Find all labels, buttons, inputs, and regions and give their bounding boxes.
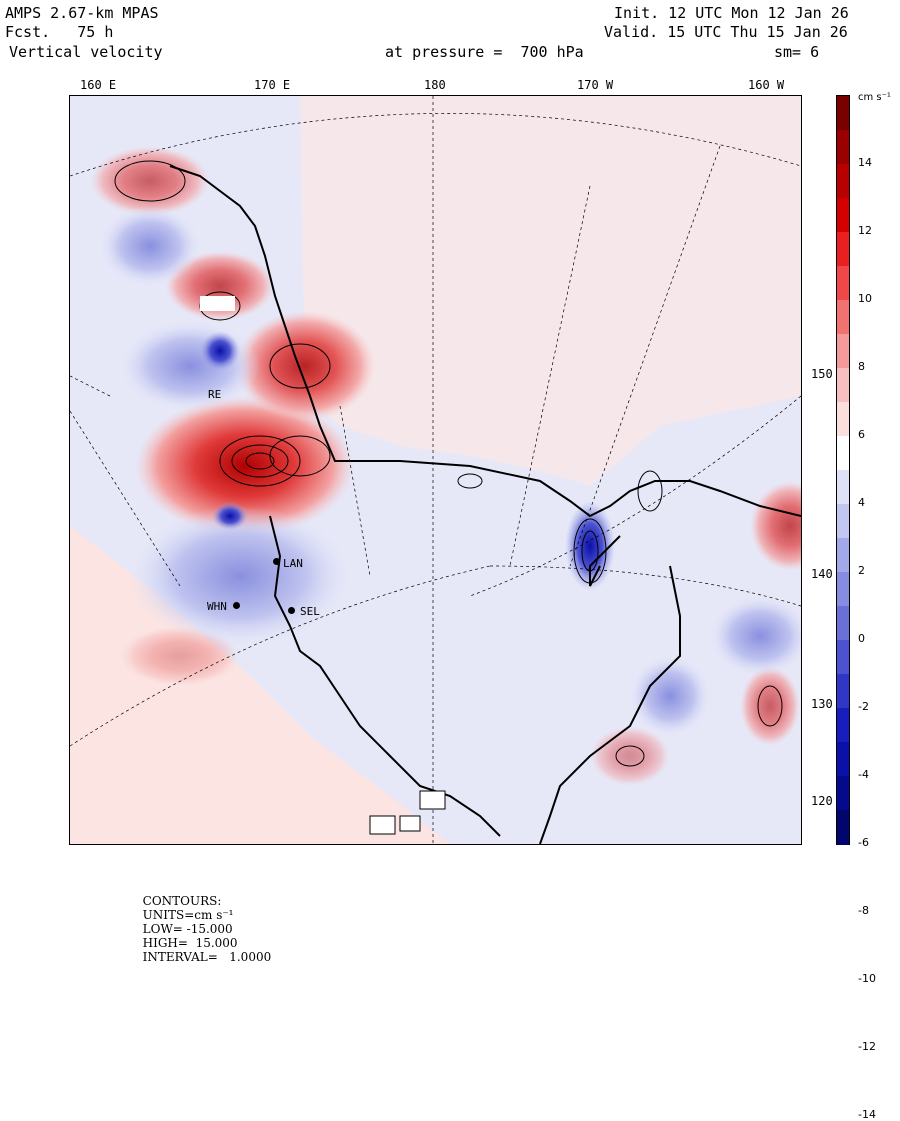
colorbar-tick-label: -4 [858,768,869,781]
colorbar-swatch [837,266,849,301]
updraft-core-7 [590,726,670,786]
ocean-field [300,96,801,486]
colorbar-swatch [837,402,849,437]
lon-label-160w: 160 W [748,78,785,92]
coastline [169,165,801,844]
downdraft-region-5 [630,656,710,736]
forecast-hour: Fcst. 75 h [5,23,114,41]
downdraft-core-1 [565,501,615,591]
colorbar-swatch [837,538,849,573]
updraft-core-6 [740,666,800,746]
downdraft-region-2 [120,321,260,411]
lon-label-160e: 160 E [80,78,117,92]
downdraft-region-3 [100,206,200,286]
field-name: Vertical velocity [9,43,163,61]
station-marker-sel[interactable] [288,607,295,614]
colorbar-swatch [837,436,849,471]
colorbar-swatch [837,606,849,641]
colorbar-tick-label: -6 [858,836,869,849]
colorbar-swatch [837,742,849,777]
contour-label: CONTOURS: [142,894,222,908]
colorbar-swatch [837,504,849,539]
colorbar-swatch [837,198,849,233]
updraft-core-3 [165,251,275,321]
masked-region-4 [399,815,421,832]
colorbar-unit: cm s⁻¹ [858,92,891,103]
model-title: AMPS 2.67-km MPAS [5,4,159,22]
masked-region-2 [419,790,446,810]
valid-time: Valid. 15 UTC Thu 15 Jan 26 [604,23,848,41]
colorbar-tick-label: 14 [858,156,872,169]
colorbar-tick-label: -12 [858,1040,876,1053]
smoothing-label: sm= 6 [774,43,820,61]
masked-region-3 [369,815,396,835]
lon-label-180: 180 [424,78,446,92]
downdraft-region-1 [130,506,350,646]
contour-lines [114,160,783,767]
colorbar-swatch [837,232,849,267]
station-label-sel: SEL [300,605,320,618]
lon-label-170w: 170 W [577,78,614,92]
colorbar-tick-label: -8 [858,904,869,917]
contour-info: CONTOURS: UNITS=cm s⁻¹ LOW= -15.000 HIGH… [135,880,277,964]
lon-label-170e: 170 E [254,78,291,92]
masked-region-1 [200,296,235,311]
colorbar-swatch [837,368,849,403]
colorbar-swatch [837,674,849,709]
colorbar-swatch [837,810,849,845]
colorbar-swatch [837,572,849,607]
colorbar-swatch [837,470,849,505]
updraft-core-2 [235,311,375,421]
station-marker-whn[interactable] [233,602,240,609]
colorbar-tick-label: 10 [858,292,872,305]
colorbar [836,95,850,845]
downdraft-region-4 [710,596,801,676]
pressure-level: at pressure = 700 hPa [385,43,584,61]
updraft-core-1 [135,396,355,536]
colorbar-swatch [837,164,849,199]
colorbar-swatch [837,96,849,131]
colorbar-tick-label: 12 [858,224,872,237]
colorbar-tick-label: -10 [858,972,876,985]
station-label-lan: LAN [283,557,303,570]
station-marker-lan[interactable] [273,558,280,565]
station-label-re: RE [208,388,222,401]
colorbar-tick-label: 4 [858,496,865,509]
contour-interval: INTERVAL= 1.0000 [142,950,272,964]
init-time: Init. 12 UTC Mon 12 Jan 26 [614,4,849,22]
station-label-whn: WHN [207,600,227,613]
map-canvas [70,96,801,844]
map-panel[interactable]: RE LAN WHN SEL [69,95,802,845]
colorbar-swatch [837,776,849,811]
colorbar-swatch [837,300,849,335]
colorbar-tick-label: 6 [858,428,865,441]
contour-units: UNITS=cm s⁻¹ [142,908,234,922]
updraft-core-5 [750,481,801,571]
downdraft-core-3 [212,502,248,530]
colorbar-swatch [837,130,849,165]
contour-high: HIGH= 15.000 [142,936,238,950]
colorbar-tick-label: -2 [858,700,869,713]
colorbar-tick-label: 0 [858,632,865,645]
updraft-core-4 [90,146,210,216]
colorbar-swatch [837,640,849,675]
colorbar-tick-label: -14 [858,1108,876,1121]
graticule [70,96,801,844]
colorbar-tick-label: 8 [858,360,865,373]
contour-low: LOW= -15.000 [142,922,233,936]
downdraft-core-2 [200,331,240,371]
colorbar-tick-label: 2 [858,564,865,577]
colorbar-swatch [837,708,849,743]
colorbar-swatch [837,334,849,369]
